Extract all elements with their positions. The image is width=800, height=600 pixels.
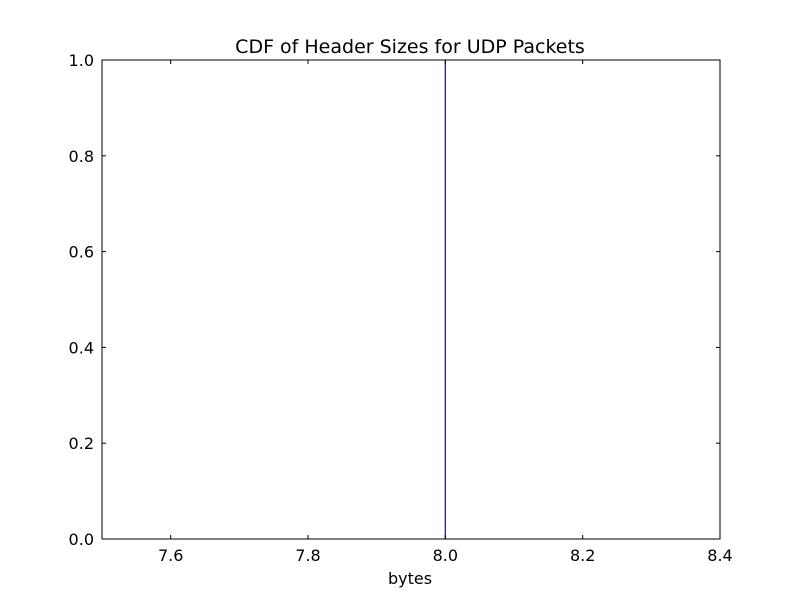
y-tick-label: 0.8 — [69, 147, 94, 166]
y-tick-label: 0.4 — [69, 338, 94, 357]
x-tick-label: 8.0 — [433, 546, 458, 565]
x-tick-label: 8.2 — [570, 546, 595, 565]
y-tick-label: 0.2 — [69, 434, 94, 453]
x-axis-label: bytes — [388, 569, 432, 588]
x-tick-label: 7.6 — [158, 546, 183, 565]
y-tick-label: 0.6 — [69, 243, 94, 262]
tick-layer: 7.6 7.8 8.0 8.2 8.4 0.0 0.2 0.4 0.6 0.8 1.0 — [69, 51, 733, 565]
y-tick-label: 0.0 — [69, 530, 94, 549]
x-tick-label: 8.4 — [707, 546, 732, 565]
plot-frame — [101, 59, 721, 540]
x-tick-label: 7.8 — [295, 546, 320, 565]
chart-title: CDF of Header Sizes for UDP Packets — [235, 36, 585, 58]
y-tick-label: 1.0 — [69, 51, 94, 70]
